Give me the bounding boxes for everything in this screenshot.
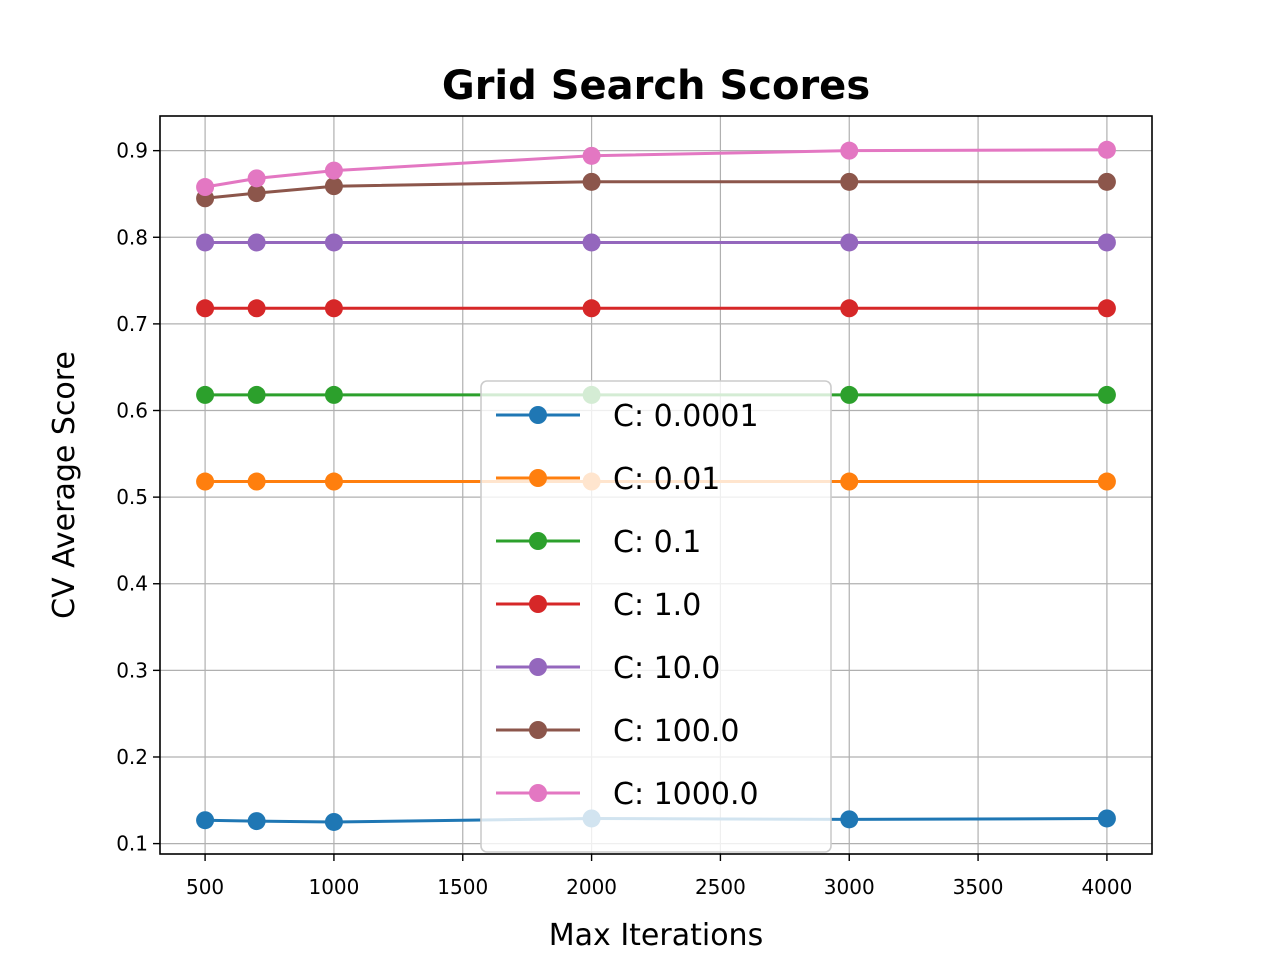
- legend-marker: [529, 658, 547, 676]
- legend-marker: [529, 721, 547, 739]
- legend-label: C: 10.0: [613, 651, 720, 686]
- data-point: [840, 299, 859, 318]
- data-point: [196, 178, 215, 197]
- data-point: [582, 146, 601, 165]
- legend-marker: [529, 532, 547, 550]
- y-tick-label: 0.7: [116, 312, 148, 336]
- y-tick-label: 0.5: [116, 485, 148, 509]
- data-point: [196, 385, 215, 404]
- legend-label: C: 1000.0: [613, 777, 759, 812]
- y-tick-label: 0.8: [116, 225, 148, 249]
- y-tick-label: 0.9: [116, 139, 148, 163]
- data-point: [247, 169, 266, 188]
- data-point: [196, 233, 215, 252]
- y-tick-label: 0.4: [116, 572, 148, 596]
- data-point: [247, 233, 266, 252]
- x-tick-label: 500: [186, 875, 224, 899]
- y-axis: 0.1 0.2 0.3 0.4 0.5 0.6 0.7 0.8 0.9: [116, 139, 160, 856]
- data-point: [840, 472, 859, 491]
- data-point: [1097, 140, 1116, 159]
- x-tick-label: 3000: [824, 875, 875, 899]
- y-tick-label: 0.2: [116, 745, 148, 769]
- data-point: [196, 472, 215, 491]
- x-tick-label: 3500: [953, 875, 1004, 899]
- data-point: [196, 299, 215, 318]
- data-point: [324, 812, 343, 831]
- legend-label: C: 0.01: [613, 462, 720, 497]
- legend-box: [480, 380, 832, 853]
- chart-title: Grid Search Scores: [442, 63, 870, 109]
- data-point: [1097, 233, 1116, 252]
- data-point: [582, 233, 601, 252]
- x-tick-label: 2500: [695, 875, 746, 899]
- legend-label: C: 1.0: [613, 588, 701, 623]
- y-axis-label: CV Average Score: [47, 351, 82, 619]
- series: [196, 299, 1116, 318]
- x-tick-label: 1500: [437, 875, 488, 899]
- plot-frame: [159, 115, 1153, 855]
- legend-marker: [529, 469, 547, 487]
- data-point: [1097, 299, 1116, 318]
- x-tick-label: 2000: [566, 875, 617, 899]
- data-point: [1097, 809, 1116, 828]
- x-axis-label: Max Iterations: [549, 918, 763, 953]
- legend-entry: C: 0.1: [496, 525, 701, 560]
- legend: C: 0.0001 C: 0.01 C: 0.1 C: 1.0 C: 10.0 C: 10…: [480, 380, 832, 853]
- data-point: [324, 177, 343, 196]
- data-point: [1097, 385, 1116, 404]
- data-point: [1097, 172, 1116, 191]
- data-point: [324, 385, 343, 404]
- data-point: [840, 810, 859, 829]
- data-point: [324, 299, 343, 318]
- legend-label: C: 100.0: [613, 714, 739, 749]
- data-point: [247, 385, 266, 404]
- data-point: [324, 472, 343, 491]
- y-tick-label: 0.6: [116, 399, 148, 423]
- y-tick-label: 0.3: [116, 658, 148, 682]
- legend-entry: C: 0.0001: [496, 399, 759, 434]
- data-point: [840, 172, 859, 191]
- legend-marker: [529, 406, 547, 424]
- legend-entry: C: 0.01: [496, 462, 720, 497]
- data-point: [840, 385, 859, 404]
- data-point: [196, 811, 215, 830]
- x-tick-label: 1000: [308, 875, 359, 899]
- series: [196, 140, 1116, 197]
- data-point: [582, 172, 601, 191]
- x-tick-label: 4000: [1081, 875, 1132, 899]
- data-point: [247, 184, 266, 203]
- legend-marker: [529, 595, 547, 613]
- legend-entry: C: 1.0: [496, 588, 701, 623]
- legend-label: C: 0.0001: [613, 399, 759, 434]
- y-tick-label: 0.1: [116, 832, 148, 856]
- data-point: [247, 812, 266, 831]
- x-axis: 500 1000 1500 2000 2500 3000 3500 4000: [186, 854, 1132, 899]
- data-point: [840, 233, 859, 252]
- series: [196, 233, 1116, 252]
- legend-entry: C: 10.0: [496, 651, 720, 686]
- data-point: [582, 299, 601, 318]
- data-point: [247, 299, 266, 318]
- data-point: [840, 141, 859, 160]
- data-point: [324, 161, 343, 180]
- legend-entry: C: 1000.0: [496, 777, 759, 812]
- data-point: [324, 233, 343, 252]
- legend-label: C: 0.1: [613, 525, 701, 560]
- data-point: [247, 472, 266, 491]
- legend-marker: [529, 784, 547, 802]
- data-point: [1097, 472, 1116, 491]
- legend-entry: C: 100.0: [496, 714, 739, 749]
